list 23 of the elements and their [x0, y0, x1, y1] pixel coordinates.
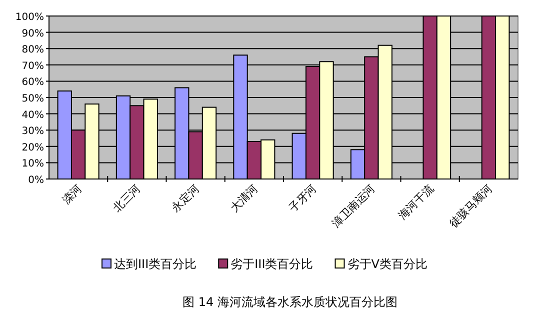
x-tick-label: 北三河 — [110, 182, 144, 214]
text: 图 14 海河流域各水系水质状况百分比图 — [182, 295, 398, 309]
y-tick-label: 90% — [22, 28, 44, 40]
x-tick-label: 滦河 — [60, 182, 84, 207]
x-tick-label: 永定河 — [169, 182, 202, 214]
y-tick-label: 50% — [22, 94, 44, 104]
y-tick-label: 30% — [22, 126, 44, 138]
y-tick-label: 70% — [22, 60, 44, 72]
legend-label: 劣于III类百分比 — [230, 257, 314, 271]
legend-label: 达到III类百分比 — [114, 257, 197, 271]
x-tick-label: 子牙河 — [286, 182, 319, 214]
x-tick-label: 大清河 — [228, 182, 260, 214]
y-tick-label: 20% — [22, 142, 44, 154]
y-tick-label: 100% — [15, 12, 44, 23]
legend-label: 劣于V类百分比 — [347, 257, 428, 271]
y-tick-label: 40% — [22, 110, 44, 121]
y-tick-label: 10% — [22, 158, 44, 170]
x-tick-label: 漳卫南运河 — [329, 182, 378, 230]
x-tick-label: 徒骇马颊河 — [446, 182, 495, 230]
y-tick-label: 80% — [22, 44, 44, 56]
y-tick-label: 0% — [28, 175, 44, 186]
y-tick-label: 60% — [22, 77, 44, 88]
x-tick-label: 海河干流 — [396, 182, 436, 222]
